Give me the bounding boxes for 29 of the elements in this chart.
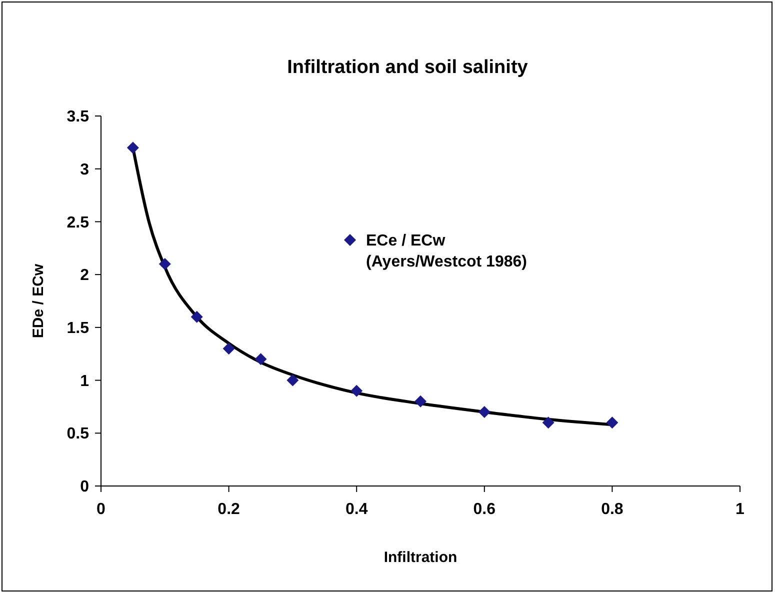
- y-tick-label: 1: [80, 372, 90, 390]
- x-tick-label: 0.2: [218, 501, 240, 518]
- y-tick-label: 0.5: [66, 426, 90, 443]
- point: [190, 310, 203, 323]
- x-tick-label: 0.4: [345, 501, 368, 518]
- point: [478, 406, 490, 418]
- legend-label: ECe / ECw (Ayers/Westcot 1986): [366, 232, 527, 270]
- y-tick-label: 1.5: [66, 320, 90, 338]
- y-tick-label: 0: [80, 478, 90, 496]
- point: [542, 416, 554, 429]
- point: [222, 342, 235, 355]
- point: [158, 258, 171, 270]
- chart-title: Infiltration and soil salinity: [287, 57, 528, 78]
- point: [350, 384, 363, 397]
- point: [286, 374, 299, 386]
- x-tick-label: 0.8: [601, 501, 624, 518]
- x-tick-label: 1: [736, 501, 745, 518]
- y-tick-label: 2: [80, 267, 90, 284]
- y-axis-title: EDe / ECw: [30, 264, 47, 338]
- y-tick-label: 3.5: [66, 108, 90, 126]
- y-tick-label: 2.5: [66, 214, 90, 232]
- point: [606, 416, 618, 429]
- point: [254, 353, 267, 366]
- point: [414, 395, 426, 408]
- x-tick-label: 0.6: [473, 501, 496, 518]
- y-tick-label: 3: [80, 161, 90, 178]
- x-tick-label: 0: [96, 501, 106, 518]
- x-axis-title: Infiltration: [384, 549, 458, 566]
- point: [126, 142, 139, 154]
